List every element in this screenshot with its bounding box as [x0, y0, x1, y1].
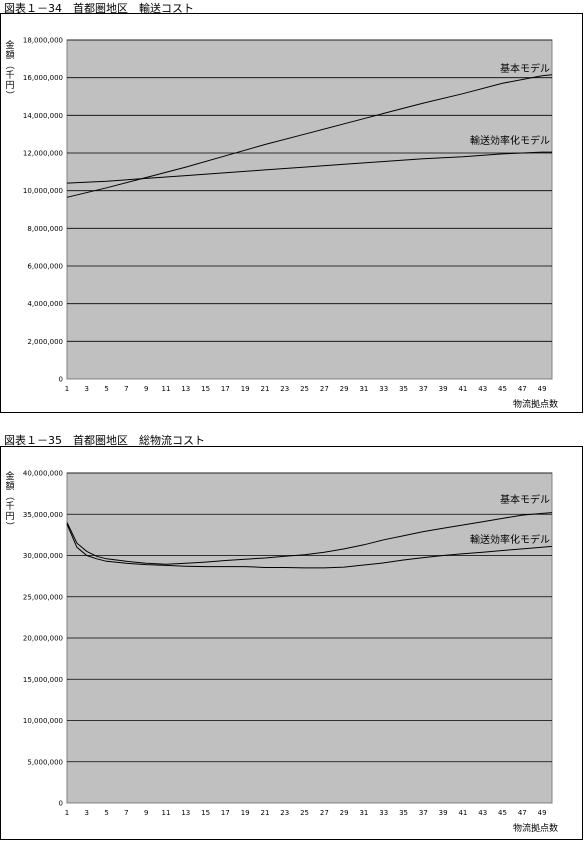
series-label-2: 輸送効率化モデル: [470, 533, 550, 546]
figure-1-title: 図表１－34 首都圏地区 輸送コスト: [4, 2, 194, 15]
y-tick-label: 8,000,000: [27, 225, 63, 233]
y-axis-label-char: ）: [4, 90, 15, 99]
y-axis-label-char: 千: [5, 501, 14, 512]
x-tick-label: 19: [241, 809, 250, 817]
x-tick-label: 23: [280, 385, 289, 393]
y-tick-label: 10,000,000: [23, 717, 63, 725]
x-tick-label: 3: [85, 809, 89, 817]
y-tick-label: 12,000,000: [23, 150, 63, 158]
x-tick-label: 23: [280, 809, 289, 817]
x-tick-label: 43: [478, 809, 487, 817]
y-tick-label: 18,000,000: [23, 37, 63, 45]
x-tick-label: 33: [379, 809, 388, 817]
x-tick-label: 49: [538, 385, 547, 393]
series-line-2: [66, 524, 553, 569]
x-tick-label: 15: [201, 385, 210, 393]
x-tick-label: 33: [379, 385, 388, 393]
x-tick-label: 37: [419, 385, 428, 393]
y-tick-label: 6,000,000: [27, 263, 63, 271]
y-tick-label: 16,000,000: [23, 74, 63, 82]
y-tick-label: 35,000,000: [23, 511, 63, 519]
x-tick-label: 5: [104, 385, 108, 393]
x-tick-label: 25: [300, 809, 309, 817]
x-tick-label: 37: [419, 809, 428, 817]
x-tick-label: 27: [320, 385, 329, 393]
x-tick-label: 35: [399, 385, 408, 393]
total-logistics-cost-chart: 0 5,000,000 10,000,000 15,000,000 20,000,000…: [4, 470, 558, 835]
x-tick-label: 43: [478, 385, 487, 393]
x-tick-label: 13: [181, 385, 190, 393]
x-tick-label: 25: [300, 385, 309, 393]
y-tick-label: 10,000,000: [23, 187, 63, 195]
x-tick-label: 1: [65, 809, 69, 817]
y-tick-label: 20,000,000: [23, 635, 63, 643]
y-axis-label-char: 金: [5, 39, 14, 51]
x-tick-label: 49: [538, 809, 547, 817]
y-tick-label: 0: [59, 376, 63, 384]
x-tick-label: 13: [181, 809, 190, 817]
y-tick-label: 40,000,000: [23, 470, 63, 478]
x-tick-label: 7: [124, 385, 128, 393]
x-tick-label: 29: [340, 809, 349, 817]
x-tick-label: 9: [144, 809, 148, 817]
y-tick-label: 14,000,000: [23, 112, 63, 120]
y-axis-label-char: ）: [4, 521, 15, 530]
y-axis-label-char: 千: [5, 70, 14, 81]
y-axis-label-char: 額: [5, 49, 14, 61]
y-tick-label: 4,000,000: [27, 300, 63, 308]
series-line-1: [66, 74, 553, 198]
x-tick-label: 3: [85, 385, 89, 393]
x-tick-label: 17: [221, 809, 230, 817]
x-tick-label: 47: [518, 809, 527, 817]
series-label-2: 輸送効率化モデル: [470, 134, 550, 147]
x-tick-label: 31: [359, 809, 368, 817]
x-tick-label: 31: [359, 385, 368, 393]
y-axis-label-char: （: [4, 491, 15, 500]
y-tick-label: 2,000,000: [27, 338, 63, 346]
y-axis-label-char: 金: [5, 470, 14, 482]
series-line-2: [66, 151, 552, 184]
x-axis-label: 物流拠点数: [513, 822, 558, 834]
x-tick-label: 39: [439, 809, 448, 817]
y-tick-label: 25,000,000: [23, 593, 63, 601]
x-tick-label: 1: [65, 385, 69, 393]
x-tick-label: 7: [124, 809, 128, 817]
x-tick-label: 41: [458, 809, 467, 817]
y-axis-label-char: （: [4, 60, 15, 69]
plot-area: [66, 39, 553, 380]
y-tick-label: 0: [59, 800, 63, 808]
x-tick-label: 41: [458, 385, 467, 393]
x-tick-label: 39: [439, 385, 448, 393]
x-tick-label: 19: [241, 385, 250, 393]
y-tick-label: 15,000,000: [23, 676, 63, 684]
figure-2-title: 図表１－35 首都圏地区 総物流コスト: [4, 434, 205, 447]
figure-2-frame: 0 5,000,000 10,000,000 15,000,000 20,000,000…: [0, 446, 583, 840]
x-tick-label: 11: [162, 385, 171, 393]
transport-cost-chart: 0 2,000,000 4,000,000 6,000,000 8,000,000 10,…: [4, 37, 558, 411]
y-tick-label: 30,000,000: [23, 552, 63, 560]
x-tick-label: 21: [260, 809, 269, 817]
x-tick-label: 17: [221, 385, 230, 393]
x-tick-label: 29: [340, 385, 349, 393]
y-tick-label: 5,000,000: [27, 758, 63, 766]
y-axis-label-char: 円: [5, 80, 14, 91]
x-axis-label: 物流拠点数: [513, 398, 558, 410]
y-axis-label-char: 円: [5, 511, 14, 522]
x-tick-label: 47: [518, 385, 527, 393]
y-axis-label-char: 額: [5, 480, 14, 492]
figure-1-frame: 0 2,000,000 4,000,000 6,000,000 8,000,000 10,…: [0, 13, 583, 413]
series-label-1: 基本モデル: [500, 493, 550, 506]
x-tick-label: 45: [498, 385, 507, 393]
x-tick-label: 9: [144, 385, 148, 393]
x-tick-label: 27: [320, 809, 329, 817]
x-tick-label: 5: [104, 809, 108, 817]
x-tick-label: 11: [162, 809, 171, 817]
series-line-1: [66, 512, 553, 565]
x-tick-label: 35: [399, 809, 408, 817]
series-label-1: 基本モデル: [500, 62, 550, 75]
x-tick-label: 45: [498, 809, 507, 817]
x-tick-label: 15: [201, 809, 210, 817]
x-tick-label: 21: [260, 385, 269, 393]
